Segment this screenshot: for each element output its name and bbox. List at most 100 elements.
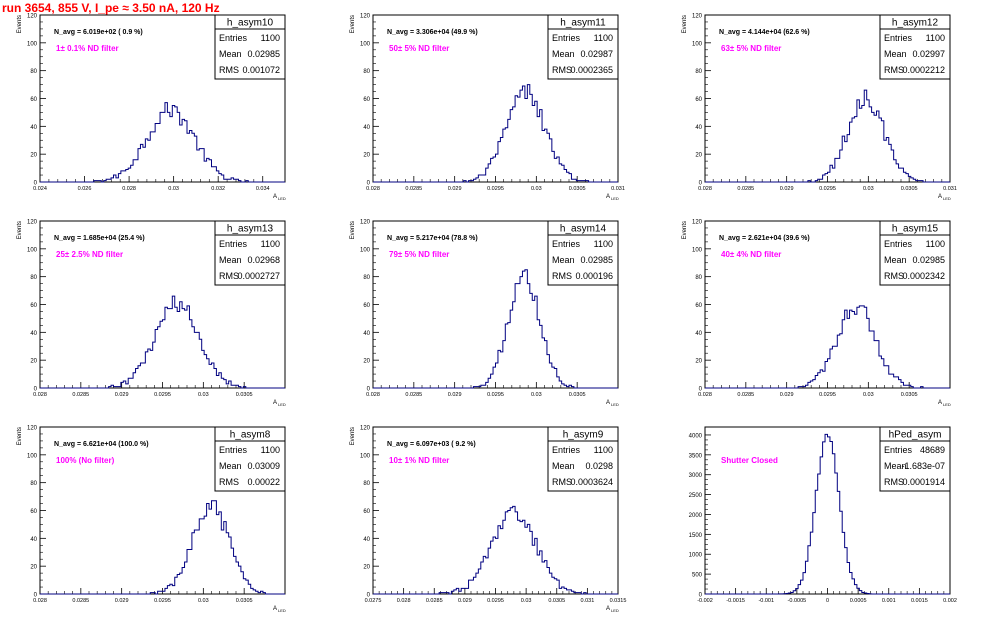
y-tick-label: 1500 xyxy=(689,533,703,539)
x-tick-label: 0.03 xyxy=(168,186,179,192)
stat-value-entries: 1100 xyxy=(594,239,613,249)
y-tick-label: 60 xyxy=(363,509,370,515)
y-tick-label: 60 xyxy=(30,303,37,309)
stat-value-entries: 1100 xyxy=(261,239,280,249)
y-tick-label: 3000 xyxy=(689,473,703,479)
y-tick-label: 20 xyxy=(695,359,702,365)
y-tick-label: 100 xyxy=(27,453,38,459)
y-tick-label: 0 xyxy=(34,181,38,187)
y-tick-label: 20 xyxy=(363,359,370,365)
y-tick-label: 40 xyxy=(30,331,37,337)
x-tick-label: 0.031 xyxy=(611,186,625,192)
y-tick-label: 60 xyxy=(363,97,370,103)
x-tick-label: -0.001 xyxy=(758,598,774,604)
x-axis-label: ALED xyxy=(606,400,619,407)
stat-box-frame xyxy=(214,426,286,492)
stat-label-entries: Entries xyxy=(219,445,248,455)
y-tick-label: 120 xyxy=(360,14,371,20)
stat-label-entries: Entries xyxy=(884,239,913,249)
stat-value-entries: 1100 xyxy=(594,33,613,43)
stat-label-mean: Mean xyxy=(219,255,242,265)
x-tick-label: 0.0285 xyxy=(426,598,443,604)
stat-value-mean: -1.683e-07 xyxy=(901,461,945,471)
x-tick-label: 0.03 xyxy=(863,186,874,192)
x-tick-label: 0.0005 xyxy=(850,598,867,604)
histogram-line xyxy=(705,305,950,389)
y-tick-label: 100 xyxy=(27,247,38,253)
y-tick-label: 60 xyxy=(30,97,37,103)
stat-label-entries: Entries xyxy=(552,33,581,43)
histogram-panel-h_asym13: 0 20 40 60 80 100 120 0.028 0.0285 0.029 0.0295 0.0… xyxy=(17,220,286,408)
y-axis-label: Events xyxy=(17,221,23,239)
x-tick-label: 0.0015 xyxy=(911,598,928,604)
x-tick-label: 0.0295 xyxy=(487,598,504,604)
y-tick-label: 40 xyxy=(363,125,370,131)
n-avg-label: N_avg = 6.019e+02 ( 0.9 %) xyxy=(54,29,143,36)
stat-box-title: h_asym15 xyxy=(892,224,939,235)
stat-value-rms: 0.0003624 xyxy=(570,477,613,487)
filter-label: 1± 0.1% ND filter xyxy=(56,44,119,53)
stat-label-entries: Entries xyxy=(552,239,581,249)
y-tick-label: 0 xyxy=(367,593,371,599)
stat-label-rms: RMS xyxy=(884,477,904,487)
y-tick-label: 0 xyxy=(367,181,371,187)
n-avg-label: N_avg = 4.144e+04 (62.6 %) xyxy=(719,29,810,36)
x-tick-label: 0.031 xyxy=(943,186,957,192)
x-axis-label: ALED xyxy=(273,400,286,407)
stat-value-mean: 0.02987 xyxy=(580,49,613,59)
y-tick-label: 80 xyxy=(30,275,37,281)
stat-box: h_asym12 Entries 1100 Mean 0.02997 RMS0.00022… xyxy=(879,14,951,80)
x-axis-label: ALED xyxy=(273,606,286,613)
run-title: run 3654, 855 V, I_pe ≈ 3.50 nA, 120 Hz xyxy=(2,1,220,15)
y-tick-label: 80 xyxy=(363,69,370,75)
stat-value-entries: 1100 xyxy=(261,445,280,455)
stat-box-title: h_asym8 xyxy=(230,430,271,441)
stat-value-entries: 1100 xyxy=(926,239,945,249)
y-tick-label: 60 xyxy=(363,303,370,309)
x-axis-label: ALED xyxy=(938,194,951,201)
filter-label: Shutter Closed xyxy=(721,456,778,465)
x-tick-label: 0.028 xyxy=(698,392,712,398)
x-tick-label: 0.029 xyxy=(780,392,794,398)
y-tick-label: 0 xyxy=(367,387,371,393)
x-tick-label: 0.028 xyxy=(33,392,47,398)
stat-box-frame xyxy=(547,220,619,286)
stat-label-rms: RMS xyxy=(219,271,239,281)
x-tick-label: 0.0295 xyxy=(154,392,171,398)
stat-label-mean: Mean xyxy=(884,49,907,59)
filter-label: 10± 1% ND filter xyxy=(389,456,449,465)
n-avg-label: N_avg = 2.621e+04 (39.6 %) xyxy=(719,235,810,242)
stat-box-title: h_asym11 xyxy=(560,18,606,29)
y-tick-label: 80 xyxy=(30,69,37,75)
histogram-panel-h_asym14: 0 20 40 60 80 100 120 0.028 0.0285 0.029 0.0295 0.0… xyxy=(350,220,619,408)
n-avg-label: N_avg = 6.097e+03 ( 9.2 %) xyxy=(387,441,476,448)
y-tick-label: 0 xyxy=(34,593,38,599)
y-tick-label: 20 xyxy=(30,565,37,571)
filter-label: 79± 5% ND filter xyxy=(389,250,449,259)
stat-box-frame xyxy=(214,14,286,80)
y-tick-label: 100 xyxy=(360,453,371,459)
y-tick-label: 80 xyxy=(695,69,702,75)
y-tick-label: 40 xyxy=(363,331,370,337)
y-tick-label: 20 xyxy=(363,153,370,159)
x-tick-label: 0.0275 xyxy=(365,598,382,604)
y-axis-label: Events xyxy=(17,427,23,445)
y-tick-label: 1000 xyxy=(689,553,703,559)
y-tick-label: 40 xyxy=(695,331,702,337)
x-tick-label: 0.03 xyxy=(198,598,209,604)
stat-label-mean: Mean xyxy=(552,461,575,471)
stat-value-mean: 0.0298 xyxy=(585,461,613,471)
x-tick-label: 0.0295 xyxy=(487,392,504,398)
stat-box: h_asym13 Entries 1100 Mean 0.02968 RMS0.00027… xyxy=(214,220,286,286)
stat-box-frame xyxy=(214,220,286,286)
x-tick-label: 0.026 xyxy=(78,186,92,192)
y-tick-label: 100 xyxy=(360,247,371,253)
x-tick-label: 0.0295 xyxy=(819,392,836,398)
x-tick-label: 0.0305 xyxy=(569,186,586,192)
stat-value-mean: 0.03009 xyxy=(247,461,280,471)
x-tick-label: -0.002 xyxy=(697,598,713,604)
x-tick-label: 0.001 xyxy=(882,598,896,604)
y-tick-label: 40 xyxy=(695,125,702,131)
stat-label-entries: Entries xyxy=(219,33,248,43)
stat-label-mean: Mean xyxy=(884,461,907,471)
